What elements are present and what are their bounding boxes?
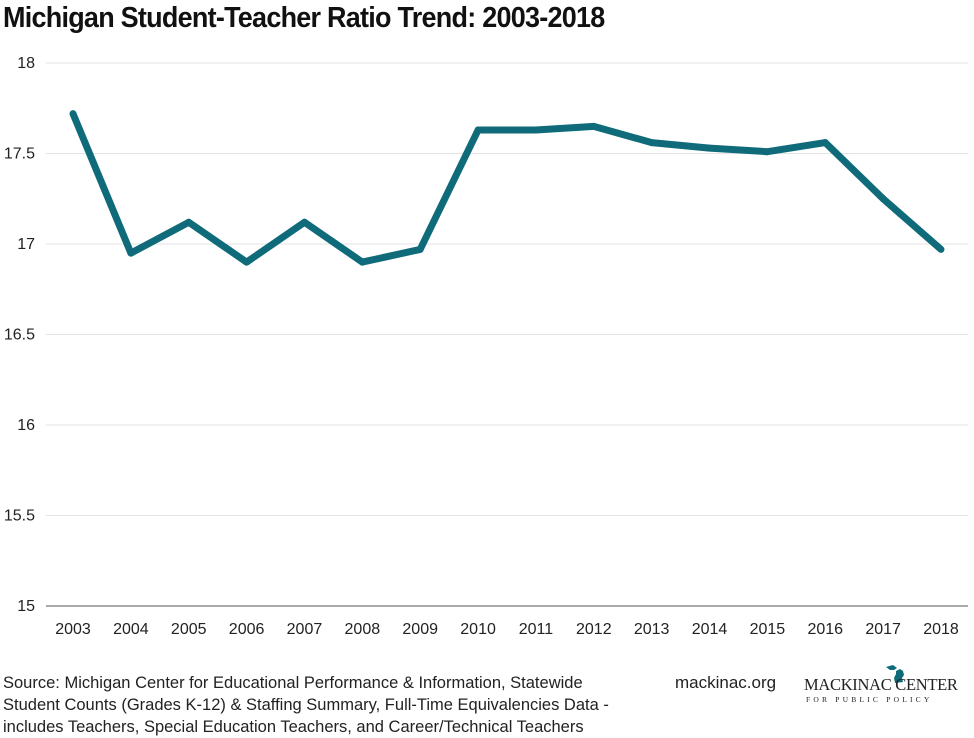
data-point — [358, 258, 366, 266]
x-tick-label: 2018 — [923, 621, 959, 638]
data-point — [474, 126, 482, 134]
x-tick-label: 2010 — [460, 621, 496, 638]
x-tick-label: 2009 — [402, 621, 438, 638]
logo-sub-text: FOR PUBLIC POLICY — [806, 695, 933, 704]
data-point — [879, 195, 887, 203]
logo-main-text: MACKINAC CENTER — [804, 675, 958, 694]
x-tick-label: 2011 — [519, 621, 554, 638]
data-point — [127, 249, 135, 257]
chart-title: Michigan Student-Teacher Ratio Trend: 20… — [3, 2, 605, 34]
x-tick-label: 2008 — [345, 621, 381, 638]
x-tick-label: 2006 — [229, 621, 265, 638]
gridlines — [46, 62, 968, 516]
data-point — [821, 139, 829, 147]
data-point — [532, 126, 540, 134]
x-tick-label: 2012 — [576, 621, 612, 638]
michigan-map-icon — [886, 665, 904, 683]
x-tick-label: 2016 — [807, 621, 843, 638]
x-tick-label: 2014 — [692, 621, 728, 638]
y-tick-label: 16 — [17, 417, 35, 434]
y-tick-label: 17.5 — [4, 146, 35, 163]
data-point — [243, 258, 251, 266]
data-point — [937, 245, 945, 253]
data-point — [69, 110, 77, 118]
data-point — [185, 218, 193, 226]
series-line — [69, 112, 944, 266]
x-tick-label: 2017 — [865, 621, 901, 638]
mackinac-logo[interactable]: MACKINAC CENTER FOR PUBLIC POLICY — [804, 664, 970, 704]
source-note: Source: Michigan Center for Educational … — [3, 674, 609, 736]
x-tick-label: 2013 — [634, 621, 670, 638]
data-point — [590, 122, 598, 130]
x-tick-label: 2007 — [287, 621, 323, 638]
data-point — [706, 144, 714, 152]
data-point — [300, 218, 308, 226]
x-tick-label: 2005 — [171, 621, 207, 638]
data-point — [416, 245, 424, 253]
x-tick-label: 2015 — [750, 621, 786, 638]
y-tick-label: 15.5 — [4, 508, 35, 525]
series-layer — [69, 110, 945, 266]
y-tick-label: 16.5 — [4, 327, 35, 344]
x-tick-label: 2003 — [55, 621, 91, 638]
y-tick-label: 15 — [17, 598, 35, 615]
y-tick-label: 18 — [17, 55, 35, 72]
data-point — [763, 148, 771, 156]
y-axis-ticks: 15 15.5 16 16.5 17 17.5 18 — [4, 55, 35, 615]
y-tick-label: 17 — [17, 236, 35, 253]
site-url[interactable]: mackinac.org — [675, 673, 777, 692]
data-point — [648, 139, 656, 147]
x-axis-ticks: 2003 2004 2005 2006 2007 2008 2009 2010 2011 2012… — [55, 621, 959, 638]
x-tick-label: 2004 — [113, 621, 149, 638]
